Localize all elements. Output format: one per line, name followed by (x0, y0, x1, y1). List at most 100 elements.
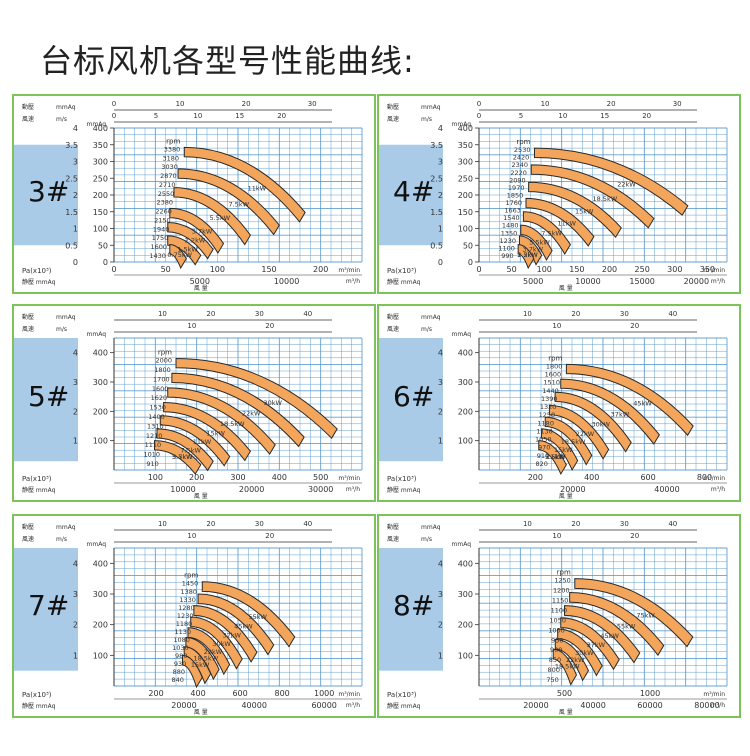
y-unit: mmAq (452, 541, 472, 548)
power-label: 3.7kW (523, 246, 544, 254)
rpm-header: rpm (557, 569, 571, 577)
top-tick-label: 10 (158, 520, 167, 528)
top-axis-name: 風速 (22, 536, 34, 543)
y-outer-tick-label: 2 (73, 191, 78, 200)
rpm-label: 2220 (510, 169, 527, 177)
y-tick-label: 300 (93, 378, 108, 387)
rpm-label: 1450 (182, 580, 199, 588)
performance-band (169, 244, 187, 270)
top-tick-label: 10 (523, 520, 532, 528)
rpm-label: 850 (549, 656, 561, 664)
y-outer-tick-label: 3.5 (430, 141, 443, 150)
rpm-label: 1510 (543, 379, 560, 387)
y-tick-label: 50 (98, 241, 108, 250)
rpm-label: 1010 (143, 451, 160, 459)
y-outer-tick-label: 3 (73, 590, 78, 599)
bottom-axis-name: Pa(x10³) (22, 691, 52, 699)
y-outer-tick-label: 2.5 (430, 174, 443, 183)
flow-label: 風 量 (194, 709, 208, 716)
bottom-axis-name: Pa(x10³) (387, 691, 417, 699)
power-label: 18.5kW (193, 655, 218, 663)
power-label: 3.7kW (192, 228, 213, 236)
power-label: 45kW (633, 399, 652, 407)
top-tick-label: 30 (308, 100, 317, 108)
x2-tick-label: 60000 (637, 701, 662, 710)
bottom-axis-name: Pa(x10³) (387, 475, 417, 483)
rpm-label: 1180 (176, 620, 193, 628)
x-tick-label: 50 (507, 265, 517, 274)
x-tick-label: 600 (640, 473, 655, 482)
top-tick-label: 30 (620, 310, 629, 318)
rpm-label: 1440 (542, 387, 559, 395)
x-tick-label: 400 (584, 473, 599, 482)
top-tick-label: 40 (668, 520, 677, 528)
rpm-label: 1200 (553, 587, 570, 595)
y-outer-tick-label: 3 (73, 158, 78, 167)
power-label: 11kW (193, 438, 212, 446)
top-axis-name: 動壓 (22, 523, 34, 531)
y-outer-tick-label: 3 (438, 378, 443, 387)
y-outer-tick-label: 2.5 (65, 174, 78, 183)
bottom-axis-unit: m³/min (703, 691, 725, 698)
chart-panel-5: 400 4 300 3 200 2 100 1 mmAq 動壓 mmAq 10 20 30 40 風速 m/s 1… (12, 304, 376, 502)
rpm-label: 840 (171, 676, 183, 684)
y-outer-tick-label: 4 (73, 124, 78, 133)
rpm-label: 1750 (152, 234, 169, 242)
flow-label: 風 量 (194, 285, 208, 292)
y-outer-tick-label: 2 (73, 407, 78, 416)
power-label: 3.7kW (172, 453, 193, 461)
performance-band (517, 244, 535, 270)
y-tick-label: 200 (458, 621, 473, 630)
y-outer-tick-label: 4 (438, 124, 443, 133)
top-tick-label: 10 (158, 310, 167, 318)
rpm-label: 1230 (177, 612, 194, 620)
bottom-axis2-name: 静壓 mmAq (22, 278, 56, 286)
rpm-label: 2380 (157, 199, 174, 207)
rpm-label: 2150 (154, 216, 171, 224)
top-axis-unit: m/s (56, 116, 67, 123)
top-tick-label: 20 (642, 112, 651, 120)
performance-band (525, 197, 595, 247)
y-tick-label: 200 (458, 407, 473, 416)
top-tick-label: 10 (193, 112, 202, 120)
power-label: 37kW (587, 641, 606, 649)
y-tick-label: 50 (463, 241, 473, 250)
rpm-label: 800 (548, 666, 560, 674)
x-tick-label: 200 (189, 473, 204, 482)
rpm-label: 1050 (535, 436, 552, 444)
x2-tick-label: 60000 (311, 701, 336, 710)
x2-tick-label: 10000 (170, 485, 195, 494)
power-label: 22kW (576, 430, 595, 438)
rpm-label: 1480 (502, 222, 519, 230)
x2-tick-label: 20000 (239, 485, 264, 494)
rpm-label: 1050 (549, 616, 566, 624)
x2-tick-label: 20000 (560, 485, 585, 494)
rpm-label: 1620 (151, 394, 168, 402)
top-tick-label: 40 (668, 310, 677, 318)
x-tick-label: 300 (230, 473, 245, 482)
rpm-label: 1600 (151, 243, 168, 251)
rpm-label: 2090 (509, 176, 526, 184)
x-tick-label: 500 (313, 473, 328, 482)
performance-band (554, 638, 590, 682)
bottom-axis-unit: m³/min (338, 475, 360, 482)
y-outer-tick-label: 1 (73, 225, 78, 234)
y-outer-tick-label: 1 (438, 437, 443, 446)
top-axis-unit: mmAq (421, 524, 441, 531)
rpm-label: 1130 (175, 628, 192, 636)
rpm-label: 1110 (145, 441, 162, 449)
x-tick-label: 800 (697, 473, 712, 482)
top-tick-label: 5 (154, 112, 158, 120)
x2-tick-label: 15000 (629, 277, 654, 286)
power-label: 30kW (263, 399, 282, 407)
x-tick-label: 400 (190, 689, 205, 698)
rpm-label: 980 (175, 652, 187, 660)
top-axis-unit: m/s (421, 536, 432, 543)
rpm-label: 970 (538, 444, 550, 452)
rpm-header: rpm (184, 572, 198, 580)
power-label: 2.2kW (185, 237, 206, 245)
rpm-label: 1800 (546, 362, 563, 370)
power-label: 55kW (249, 613, 268, 621)
